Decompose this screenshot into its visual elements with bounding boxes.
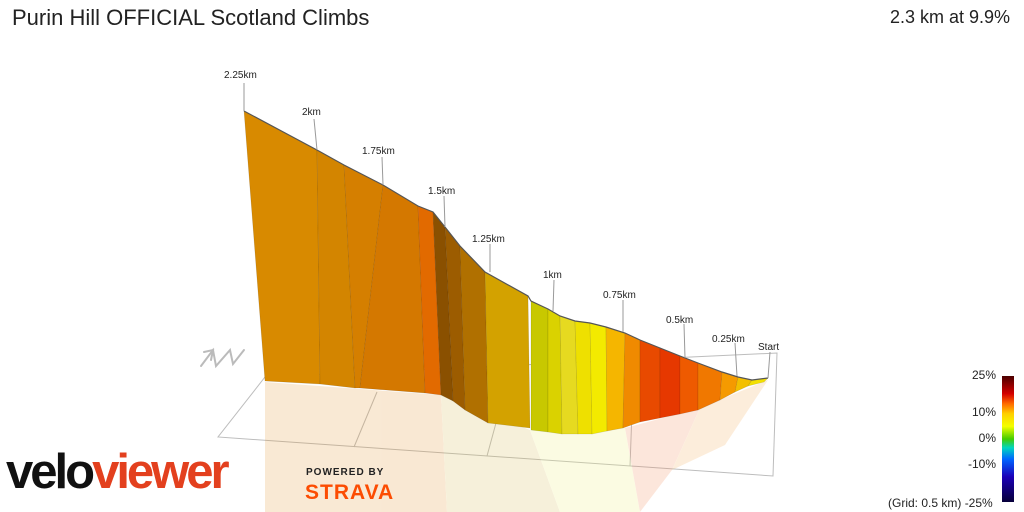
marker-label-0-25km: 0.25km: [712, 334, 745, 345]
distance-markers: 2.25km 2km 1.75km 1.5km 1.25km 1km 0.75k…: [224, 70, 779, 379]
climb-title: Purin Hill OFFICIAL Scotland Climbs: [12, 5, 370, 30]
marker-label-0-75km: 0.75km: [603, 290, 636, 301]
grid-note: (Grid: 0.5 km) -25%: [888, 496, 993, 510]
marker-line: [767, 351, 771, 379]
legend-tick-neg-10: -10%: [967, 457, 996, 471]
climb-summary: 2.3 km at 9.9%: [889, 7, 1010, 27]
marker-label-2km: 2km: [302, 107, 321, 118]
marker-line: [552, 279, 555, 312]
grid-note-text: (Grid: 0.5 km): [888, 496, 962, 510]
profile-segment: [589, 322, 608, 435]
marker-line: [381, 156, 384, 186]
veloviewer-logo[interactable]: veloviewer: [6, 445, 230, 499]
strava-logo[interactable]: STRAVA: [305, 481, 395, 504]
marker-label-2-25km: 2.25km: [224, 70, 257, 81]
marker-line: [313, 118, 318, 151]
legend-tick-10: 10%: [971, 405, 996, 419]
profile-segment: [639, 339, 661, 423]
logo-viewer-text: viewer: [92, 445, 230, 499]
marker-line: [443, 195, 446, 228]
shadow-strip: [672, 380, 768, 470]
marker-label-1-75km: 1.75km: [362, 146, 395, 157]
marker-line: [683, 323, 686, 359]
marker-label-start: Start: [758, 342, 779, 353]
profile-segment: [679, 355, 699, 415]
profile-segment: [243, 110, 321, 385]
profile-segment: [484, 271, 531, 429]
profile-wall: [243, 110, 769, 435]
powered-by-label: POWERED BY: [306, 467, 385, 478]
shadow-strip: [625, 408, 700, 512]
shadow-strip: [530, 428, 640, 512]
marker-label-1-25km: 1.25km: [472, 234, 505, 245]
profile-segment: [530, 300, 549, 433]
shadow-strip: [441, 395, 560, 512]
legend-tick-25: 25%: [971, 368, 996, 382]
gradient-legend-bar: [1002, 376, 1014, 502]
profile-shadow: [265, 380, 768, 512]
profile-top-edge: [243, 110, 769, 381]
legend-tick-0: 0%: [978, 431, 996, 445]
profile-segment: [622, 332, 641, 429]
profile-segment: [574, 320, 593, 435]
grid-line: [353, 391, 378, 448]
marker-line: [734, 342, 738, 377]
shadow-strip: [265, 382, 447, 512]
profile-segment: [659, 347, 681, 419]
profile-segment: [605, 326, 626, 432]
marker-label-0-5km: 0.5km: [666, 315, 693, 326]
legend-tick-neg-25: -25%: [964, 496, 993, 510]
north-arrow-icon: [200, 347, 245, 369]
logo-velo-text: velo: [6, 445, 95, 499]
marker-label-1km: 1km: [543, 270, 562, 281]
marker-label-1-5km: 1.5km: [428, 186, 455, 197]
